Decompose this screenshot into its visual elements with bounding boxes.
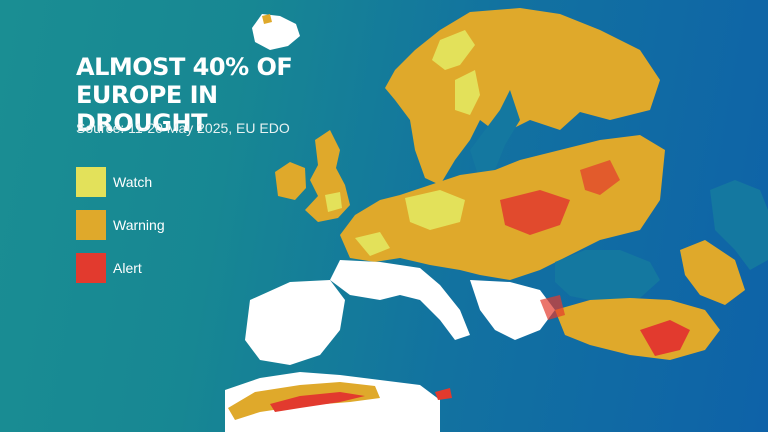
map-watch-patch-germany	[405, 190, 465, 230]
map-watch-patch-norway	[432, 30, 475, 70]
map-region-maghreb-alert	[270, 392, 365, 412]
legend-label-warning: Warning	[113, 217, 165, 233]
map-region-alps-italy	[330, 260, 470, 340]
map-black-sea	[555, 250, 660, 302]
legend-label-alert: Alert	[113, 260, 142, 276]
map-region-turkey	[555, 298, 720, 360]
legend-swatch-alert	[76, 253, 106, 283]
map-region-caucasus	[680, 240, 745, 305]
legend-item-alert: Alert	[76, 253, 276, 283]
map-region-iceland	[252, 14, 300, 50]
map-iceland-spot	[262, 14, 272, 24]
map-alert-greece	[540, 295, 565, 320]
map-region-turkey-alert	[640, 320, 690, 356]
legend-swatch-watch	[76, 167, 106, 197]
map-alert-east	[580, 160, 620, 195]
map-alert-sicily	[435, 388, 452, 400]
legend-label-watch: Watch	[113, 174, 153, 190]
legend-swatch-warning	[76, 210, 106, 240]
map-region-iberia	[245, 280, 345, 365]
map-title: ALMOST 40% OF EUROPE IN DROUGHT	[76, 53, 293, 137]
map-watch-patch-england	[325, 192, 342, 212]
map-region-ireland	[275, 162, 306, 200]
map-watch-patch-sweden	[455, 70, 480, 115]
map-watch-patch-france	[355, 232, 390, 256]
map-caspian-sea	[710, 180, 768, 270]
map-source: Source: 11-20 May 2025, EU EDO	[76, 120, 290, 136]
legend: Watch Warning Alert	[76, 167, 276, 296]
map-alert-poland-ukraine	[500, 190, 570, 235]
map-baltic-sea	[470, 90, 520, 175]
legend-item-warning: Warning	[76, 210, 276, 240]
legend-item-watch: Watch	[76, 167, 276, 197]
map-region-balkans	[470, 280, 555, 340]
